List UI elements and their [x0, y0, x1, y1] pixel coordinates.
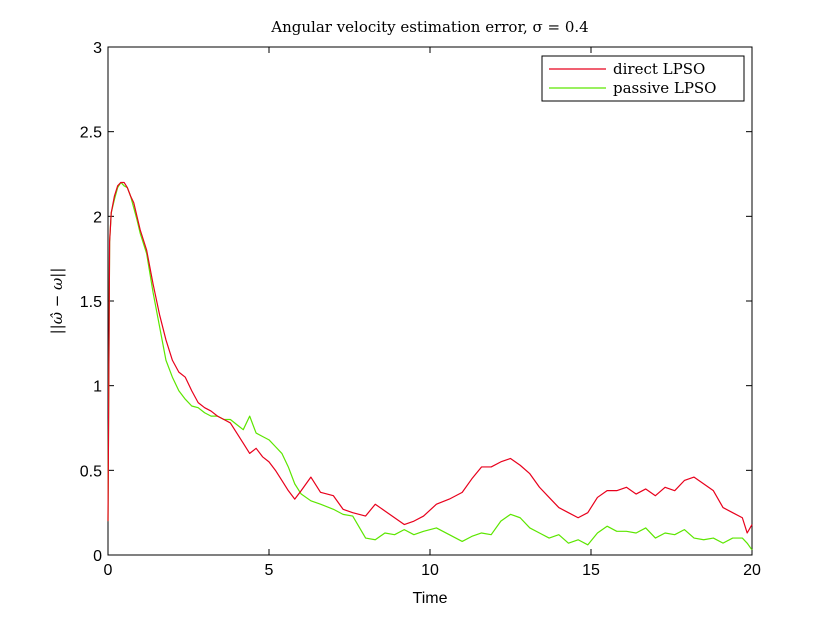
x-tick-label: 5	[265, 562, 274, 579]
y-axis-label: ||ω̂ − ω||	[48, 268, 66, 335]
axis-ticks: 0 5 10 15 20 0 0.5 1 1.5 2 2.5 3	[80, 40, 761, 579]
legend-label-passive-lpso: passive LPSO	[613, 79, 716, 97]
y-tick-label: 0	[93, 548, 102, 565]
y-tick-label: 2.5	[80, 125, 102, 142]
x-tick-label: 0	[104, 562, 113, 579]
y-tick-label: 3	[93, 40, 102, 57]
legend: direct LPSO passive LPSO	[541, 55, 745, 102]
y-tick-label: 0.5	[80, 463, 102, 480]
y-tick-label: 1.5	[80, 294, 102, 311]
x-tick-label: 15	[582, 562, 600, 579]
plot-area	[107, 46, 753, 556]
y-tick-label: 2	[93, 209, 102, 226]
legend-label-direct-lpso: direct LPSO	[613, 60, 705, 78]
legend-box	[541, 55, 745, 102]
chart-title: Angular velocity estimation error, σ = 0…	[270, 18, 588, 36]
series-line-passive-lpso	[107, 181, 753, 551]
x-tick-label: 10	[421, 562, 439, 579]
series-lines	[107, 181, 753, 551]
x-tick-label: 20	[743, 562, 761, 579]
series-line-direct-lpso	[107, 181, 753, 534]
x-axis-label: Time	[413, 590, 448, 607]
y-tick-label: 1	[93, 379, 102, 396]
